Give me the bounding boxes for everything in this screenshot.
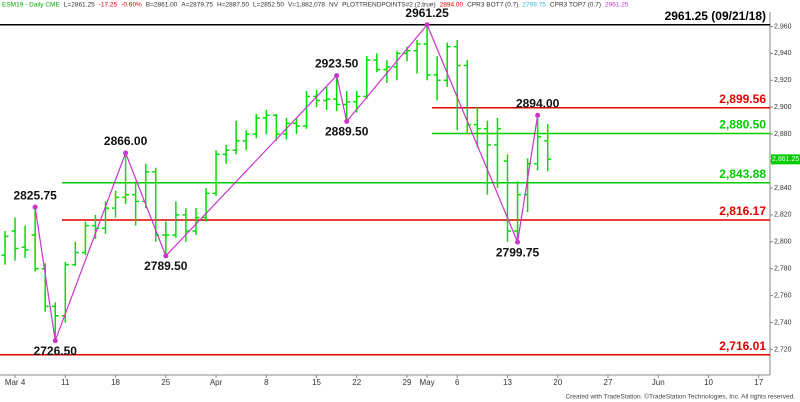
y-tick-label: 2,740 — [774, 319, 792, 326]
level-label: 2961.25 (09/21/18) — [665, 9, 766, 23]
header-text: CPR3 TOP7 (0.7) — [550, 2, 601, 9]
x-tick-label: Jun — [652, 378, 665, 387]
x-tick-label: 10 — [704, 378, 713, 387]
x-tick-label: 13 — [503, 378, 512, 387]
pivot-dot — [344, 118, 350, 124]
header-text: PLOTTRENDPOINTS#2 (2,true) — [342, 2, 436, 9]
header-text: L=2861.25 — [64, 2, 95, 9]
zigzag-segment — [125, 152, 167, 257]
x-tick-label: 15 — [312, 378, 321, 387]
pivot-dot — [424, 22, 430, 28]
zigzag-segment — [34, 207, 56, 341]
pivot-dot — [163, 253, 169, 259]
x-tick-label: 22 — [352, 378, 361, 387]
x-tick-label: 18 — [111, 378, 120, 387]
zigzag-segment — [54, 152, 127, 341]
pivot-label: 2789.50 — [144, 259, 188, 273]
x-tick-label: 29 — [403, 378, 412, 387]
pivot-dot — [334, 73, 340, 79]
header-text: B=2861.00 — [146, 2, 178, 9]
header-text: ESM19 - Daily CME — [2, 2, 60, 9]
x-tick-label: Mar 4 — [5, 378, 26, 387]
header-text: 2961.25 — [605, 2, 629, 9]
pivot-label: 2825.75 — [13, 188, 57, 202]
pivot-label: 2894.00 — [516, 96, 560, 110]
footer: Created with TradeStation. ©TradeStation… — [565, 393, 795, 401]
zigzag-segment — [346, 24, 428, 122]
header-text: -17.25 — [99, 2, 118, 9]
y-tick-label: 2,840 — [774, 185, 792, 192]
pivot-dot — [515, 239, 521, 245]
y-tick-label: 2,800 — [774, 239, 792, 246]
level-label: 2,843.88 — [719, 167, 766, 181]
pivot-label: 2923.50 — [315, 57, 359, 71]
level-label: 2,880.50 — [719, 118, 766, 132]
y-tick-label: 2,960 — [774, 23, 792, 30]
level-label: 2,816.17 — [719, 204, 766, 218]
y-tick-label: 2,780 — [774, 266, 792, 273]
pivot-label: 2961.25 — [405, 6, 449, 20]
y-tick-label: 2,940 — [774, 50, 792, 57]
y-tick-label: 2,760 — [774, 292, 792, 299]
header-text: 2894.00 — [440, 2, 464, 9]
x-tick-label: 25 — [161, 378, 170, 387]
header-text: 2799.75 — [522, 2, 546, 9]
x-tick-label: 11 — [61, 378, 70, 387]
x-tick-label: 17 — [754, 378, 763, 387]
zigzag-segment — [426, 24, 519, 243]
x-tick-label: May — [420, 378, 435, 387]
level-label: 2,716.01 — [719, 339, 766, 353]
y-tick-label: 2,880 — [774, 131, 792, 138]
x-tick-label: 27 — [604, 378, 613, 387]
header-text: L=2852.50 — [253, 2, 284, 9]
header-text: CPR3 BOT7 (0.7) — [467, 2, 518, 9]
y-tick-label: 2,720 — [774, 346, 792, 353]
x-tick-label: Apr — [210, 378, 223, 387]
zigzag-segment — [165, 75, 338, 257]
x-tick-label: 6 — [455, 378, 460, 387]
header-text: -0.60% — [121, 2, 142, 9]
level-label: 2,899.56 — [719, 92, 766, 106]
pivot-dot — [535, 112, 541, 118]
x-tick-label: 8 — [264, 378, 269, 387]
y-tick-label: 2,920 — [774, 77, 792, 84]
header-text: NV — [329, 2, 339, 9]
pivot-label: 2889.50 — [325, 125, 369, 139]
zigzag-segment — [336, 75, 348, 122]
header-text: V=1,882,078 — [288, 2, 325, 9]
zigzag-segment — [516, 115, 539, 243]
pivot-dot — [52, 338, 58, 344]
y-tick-label: 2,820 — [774, 212, 792, 219]
pivot-label: 2726.50 — [34, 344, 78, 358]
pivot-dot — [123, 150, 129, 156]
last-price-label: 2,861.25 — [772, 156, 799, 163]
header-text: H=2887.50 — [217, 2, 249, 9]
pivot-dot — [32, 204, 38, 210]
header-text: A=2879.75 — [181, 2, 213, 9]
y-tick-label: 2,900 — [774, 104, 792, 111]
last-price-box — [771, 154, 800, 165]
x-tick-label: 20 — [553, 378, 562, 387]
pivot-label: 2866.00 — [104, 134, 148, 148]
pivot-label: 2799.75 — [496, 245, 540, 259]
